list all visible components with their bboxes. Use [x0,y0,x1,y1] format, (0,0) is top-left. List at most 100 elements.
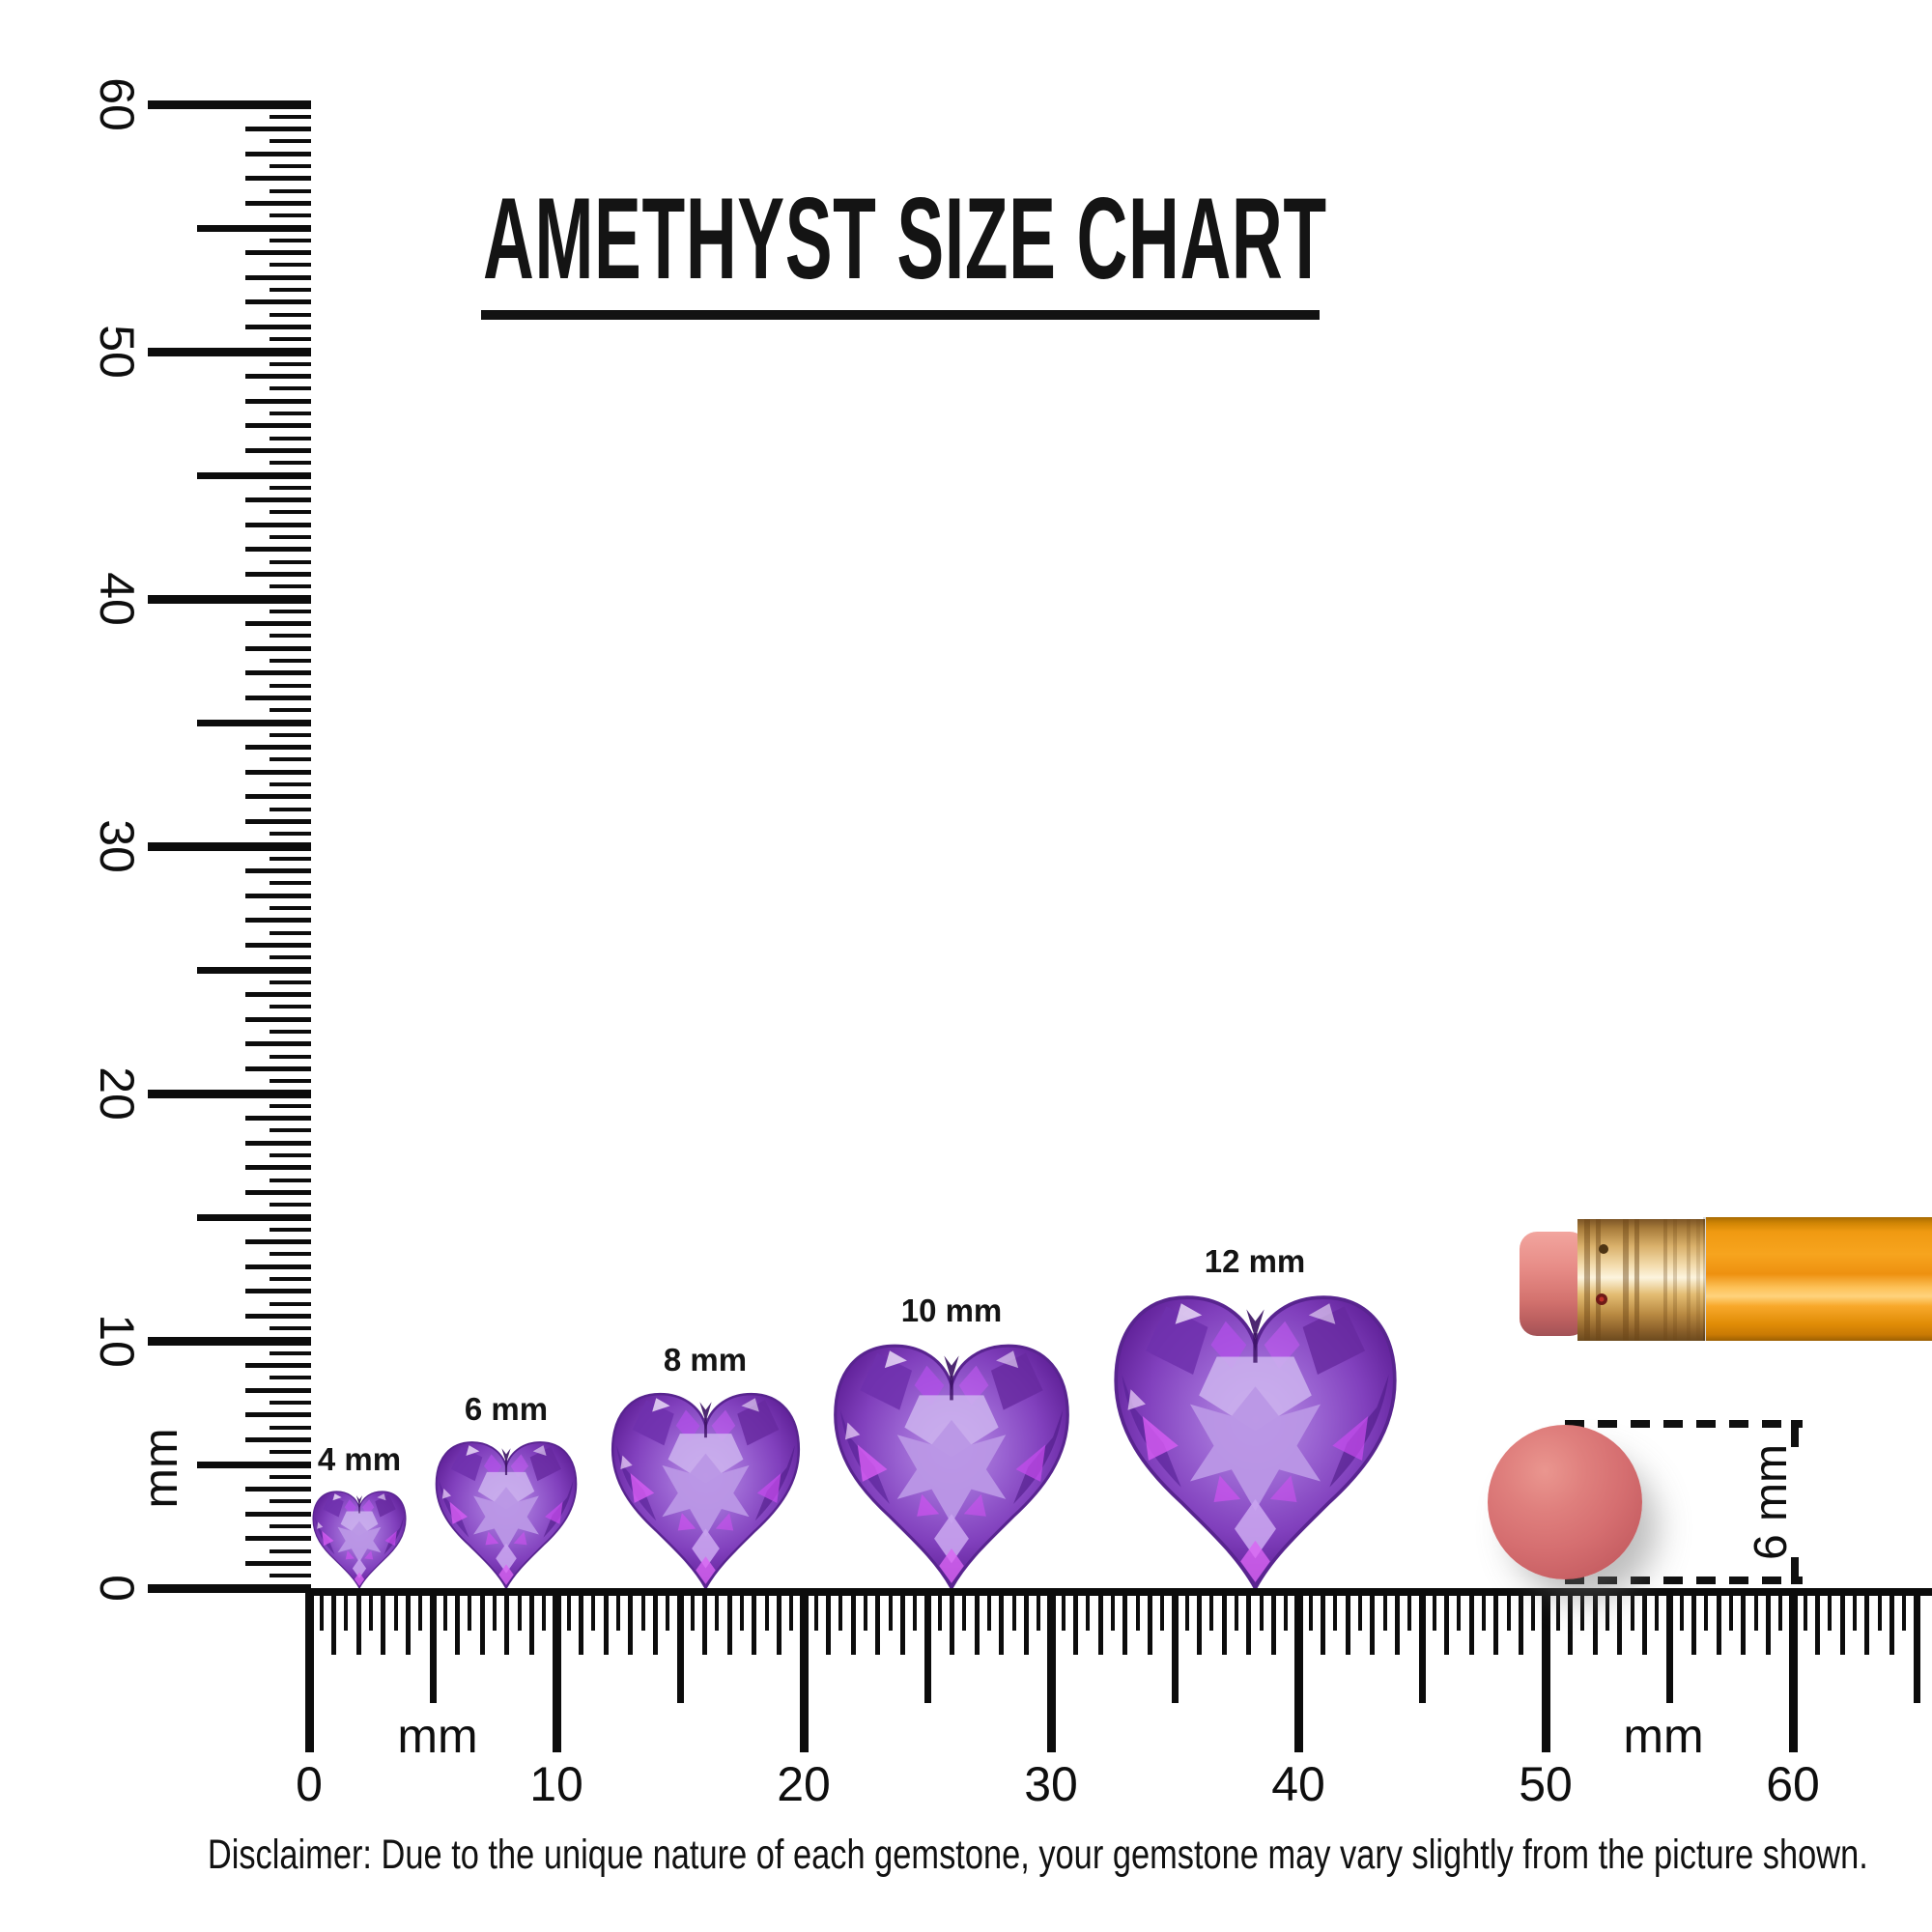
ruler-tick [479,1589,485,1655]
ruler-tick [1853,1589,1857,1631]
ruler-tick [1308,1589,1313,1631]
ruler-tick [270,213,311,218]
ruler-tick [974,1589,980,1655]
ruler-tick [245,1041,311,1047]
ruler-tick [245,398,311,404]
ruler-tick [270,732,311,737]
ruler-tick [270,139,311,144]
ruler-tick [1889,1589,1894,1655]
ruler-tick [270,881,311,886]
ruler-tick [245,1189,311,1195]
ruler-tick [1580,1589,1585,1631]
ruler-tick [1630,1589,1634,1631]
ruler-tick [245,818,311,824]
ruler-tick [270,1252,311,1257]
ruler-tick [270,856,311,861]
ruler-tick [270,1103,311,1108]
ruler-tick [245,1363,311,1369]
ruler-tick [245,151,311,156]
ruler-tick [331,1589,337,1655]
ruler-tick [1765,1589,1771,1655]
ruler-tick [764,1589,769,1631]
ruler-tick [270,1227,311,1232]
ruler-tick [245,695,311,700]
ruler-tick [270,1277,311,1281]
ruler-tick [393,1589,398,1631]
ruler-tick [888,1589,893,1631]
ruler-tick [1061,1589,1065,1631]
ruler-tick [1864,1589,1870,1655]
ruler-tick [245,1264,311,1269]
gem-size-label-8mm: 8 mm [663,1342,748,1378]
ruler-tick [1444,1589,1450,1655]
ruler-tick [1665,1589,1673,1703]
ruler-tick [838,1589,843,1631]
ruler-tick [245,250,311,256]
ruler-tick [245,1412,311,1418]
ruler-tick [1160,1589,1165,1631]
ruler-tick [245,893,311,898]
ruler-tick [715,1589,720,1631]
ruler-tick [270,510,311,515]
ruler-tick [937,1589,942,1631]
ruler-tick [1902,1589,1907,1631]
ruler-tick [776,1589,781,1655]
ruler-tick [245,497,311,503]
ruler-tick [245,1560,311,1566]
ruler-tick [799,1589,809,1752]
ruler-tick [429,1589,437,1703]
ruler-tick [270,361,311,366]
ruler-tick [962,1589,967,1631]
ruler-tick [245,200,311,206]
ruler-tick [493,1589,497,1631]
ruler-tick [1246,1589,1252,1655]
ruler-tick [270,535,311,539]
ruler-tick [640,1589,645,1631]
ruler-tick [245,447,311,453]
ruler-tick [270,1450,311,1455]
ruler-tick [1788,1589,1798,1752]
ruler-tick [245,1436,311,1442]
ruler-tick [1468,1589,1474,1655]
ruler-tick [1171,1589,1179,1703]
pencil-body [1706,1217,1932,1341]
dimension-stub-bottom [1791,1557,1799,1584]
ruler-number: 0 [296,1757,323,1811]
ruler-tick [245,769,311,775]
ruler-tick [752,1589,757,1655]
ruler-tick [1617,1589,1623,1655]
dimension-dash-top [1565,1420,1803,1428]
ruler-tick [789,1589,794,1631]
ruler-tick [591,1589,596,1631]
ruler-tick [676,1589,684,1703]
ruler-tick [270,634,311,639]
ruler-tick [1135,1589,1140,1631]
ruler-tick [1209,1589,1214,1631]
eraser-size-label: 6 mm [1745,1444,1797,1560]
ruler-tick [245,274,311,280]
ruler-tick [1259,1589,1264,1631]
ruler-tick [1321,1589,1326,1655]
ruler-tick [1221,1589,1227,1655]
ruler-tick [875,1589,881,1655]
ruler-tick [270,930,311,935]
ruler-tick [1358,1589,1362,1631]
ruler-tick [1753,1589,1758,1631]
ruler-tick [148,1089,311,1098]
ruler-tick [270,584,311,589]
ruler-number: 10 [90,1314,144,1368]
gem-size-label-12mm: 12 mm [1204,1243,1306,1279]
ruler-tick [270,312,311,317]
ruler-tick [270,238,311,242]
ruler-tick [1086,1589,1091,1631]
ruler-tick [1541,1589,1550,1752]
ruler-tick [344,1589,349,1631]
ruler-tick [245,992,311,998]
ruler-tick [1333,1589,1338,1631]
ruler-tick [1913,1589,1920,1703]
amethyst-heart-4mm [310,1490,409,1588]
ruler-tick [999,1589,1005,1655]
ruler-tick [245,745,311,751]
ruler-number: 40 [90,572,144,626]
